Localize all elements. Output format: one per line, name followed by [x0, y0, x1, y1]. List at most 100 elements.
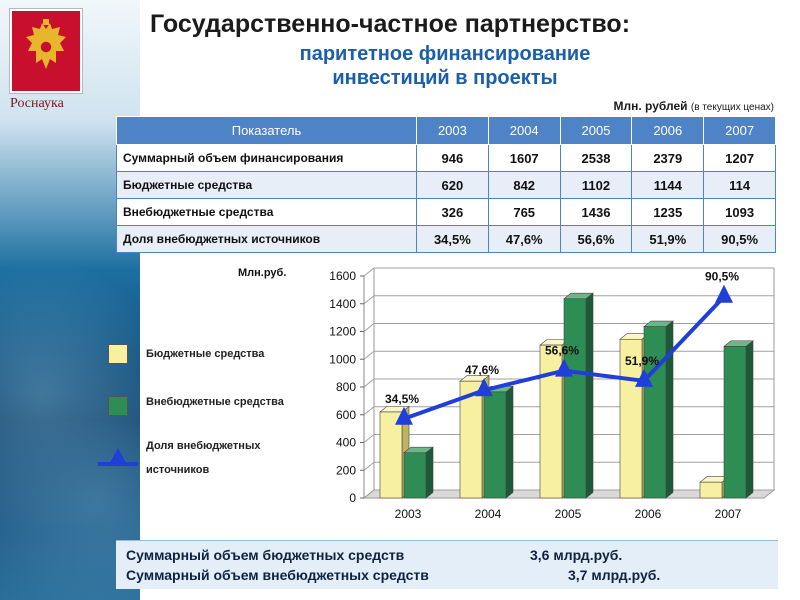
table-row: Бюджетные средства 620 842 1102 1144 114 — [116, 171, 776, 199]
grid-line — [363, 350, 375, 360]
grid-line — [363, 461, 375, 471]
table-row: Внебюджетные средства 326 765 1436 1235 … — [116, 198, 776, 226]
share-marker-triangle — [555, 358, 573, 377]
summary-value: 3,7 млрд.руб. — [568, 567, 661, 583]
page-subtitle: паритетное финансирование инвестиций в п… — [250, 42, 640, 90]
share-data-label: 34,5% — [385, 392, 419, 406]
table-header-cell: 2005 — [559, 116, 633, 145]
summary-label: Суммарный объем внебюджетных средств — [126, 567, 429, 583]
summary-box: Суммарный объем бюджетных средств 3,6 мл… — [116, 540, 778, 589]
table-cell: 56,6% — [559, 225, 633, 253]
table-cell: Суммарный объем финансирования — [116, 144, 417, 172]
units-label: Млн. рублей (в текущих ценах) — [614, 99, 774, 113]
bar-side — [585, 292, 594, 499]
table-header-cell: 2006 — [631, 116, 705, 145]
table-header-cell: 2004 — [487, 116, 561, 145]
table-cell: 90,5% — [703, 225, 776, 253]
page-title: Государственно-частное партнерство: — [150, 10, 631, 38]
x-tick-label: 2004 — [475, 507, 502, 521]
table-cell: 1235 — [631, 198, 705, 226]
table-header-cell: 2003 — [416, 116, 489, 145]
bar-side — [425, 446, 434, 499]
share-marker-triangle — [635, 368, 653, 387]
org-name: Роснаука — [10, 96, 64, 111]
table-cell: 1207 — [703, 144, 776, 172]
left-decoration — [0, 0, 140, 600]
table-cell: 114 — [703, 171, 776, 199]
summary-row-budget: Суммарный объем бюджетных средств — [126, 547, 404, 563]
table-cell: Внебюджетные средства — [116, 198, 417, 226]
legend-label: Доля внебюджетных — [146, 440, 261, 452]
summary-value: 3,6 млрд.руб. — [530, 547, 623, 563]
x-tick-label: 2003 — [395, 507, 422, 521]
bar-budget — [699, 481, 723, 499]
table-row: Суммарный объем финансирования 946 1607 … — [116, 144, 776, 172]
grid-line — [363, 267, 375, 277]
bar-budget — [539, 344, 563, 499]
legend-label: Бюджетные средства — [146, 348, 265, 360]
units-text: Млн. рублей — [613, 99, 688, 113]
bar-extra — [563, 298, 587, 499]
grid-line — [363, 406, 375, 416]
bar-budget — [379, 411, 403, 499]
legend-label: источников — [146, 464, 210, 476]
table-row: Доля внебюджетных источников 34,5% 47,6%… — [116, 225, 776, 253]
x-tick-label: 2006 — [635, 507, 662, 521]
table-cell: 620 — [416, 171, 489, 199]
table-cell: 1102 — [559, 171, 633, 199]
bar-line-chart: 0 200 400 600 800 1000 1200 1400 1600 Млн.руб. 200… — [238, 267, 776, 521]
y-tick-label: 0 — [349, 491, 356, 505]
table-cell: 765 — [487, 198, 561, 226]
y-axis-title: Млн.руб. — [238, 267, 286, 279]
y-tick-label: 1000 — [329, 352, 356, 366]
share-marker-triangle — [715, 284, 733, 303]
table-cell: 326 — [416, 198, 489, 226]
grid-line — [363, 434, 375, 443]
table-cell: 2538 — [559, 144, 633, 172]
y-tick-label: 200 — [336, 463, 356, 477]
y-tick-label: 400 — [336, 436, 356, 450]
table-cell: Бюджетные средства — [116, 171, 417, 199]
bar-side — [745, 340, 754, 499]
table-cell: 47,6% — [487, 225, 561, 253]
share-marker-triangle — [395, 406, 413, 425]
legend-line-triangle-icon — [98, 448, 138, 466]
table-cell: 1607 — [487, 144, 561, 172]
bar-side — [505, 385, 514, 499]
x-tick-label: 2007 — [715, 507, 742, 521]
coat-of-arms-icon — [10, 9, 82, 93]
share-data-label: 47,6% — [465, 363, 499, 377]
grid-line — [363, 323, 375, 332]
table-cell: 1436 — [559, 198, 633, 226]
table-cell: 1144 — [631, 171, 705, 199]
grid-line — [363, 489, 375, 499]
summary-row-extra: Суммарный объем внебюджетных средств — [126, 567, 429, 583]
bar-extra — [723, 346, 747, 499]
share-marker-triangle — [475, 378, 493, 397]
table-cell: 842 — [487, 171, 561, 199]
grid-line — [363, 295, 375, 305]
legend-swatch-extra — [108, 396, 128, 416]
table-cell: 1093 — [703, 198, 776, 226]
financing-table: Показатель 2003 2004 2005 2006 2007 Сумм… — [116, 116, 776, 253]
bar-extra — [403, 452, 427, 499]
table-cell: 34,5% — [416, 225, 489, 253]
table-cell: 51,9% — [631, 225, 705, 253]
units-note: (в текущих ценах) — [690, 102, 774, 113]
bar-budget — [459, 380, 483, 499]
table-header-cell: 2007 — [703, 116, 776, 145]
share-data-label: 56,6% — [545, 344, 579, 358]
grid-line — [363, 378, 375, 388]
y-tick-label: 600 — [336, 408, 356, 422]
table-cell: 946 — [416, 144, 489, 172]
table-cell: Доля внебюджетных источников — [116, 225, 417, 253]
legend-label: Внебюджетные средства — [146, 396, 284, 408]
summary-label: Суммарный объем бюджетных средств — [126, 547, 405, 563]
bar-extra — [643, 326, 667, 499]
bar-extra — [483, 391, 507, 499]
y-tick-label: 1600 — [329, 269, 356, 283]
table-cell: 2379 — [631, 144, 705, 172]
table-header-row: Показатель 2003 2004 2005 2006 2007 — [116, 116, 776, 145]
y-tick-label: 800 — [336, 380, 356, 394]
table-header-cell: Показатель — [116, 116, 417, 145]
